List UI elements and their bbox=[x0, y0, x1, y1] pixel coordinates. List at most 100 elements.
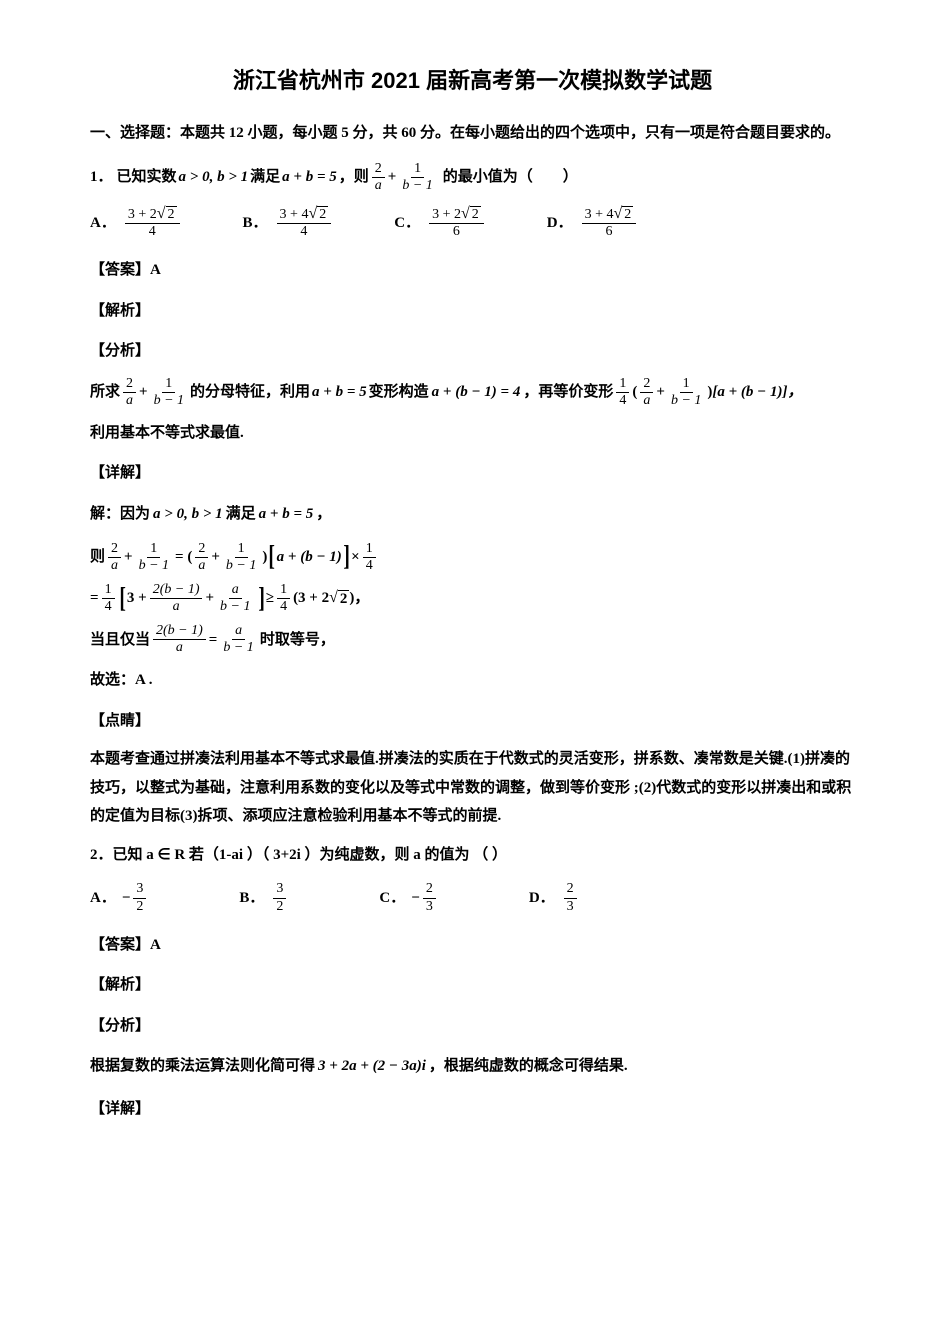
frac-den: 4 bbox=[277, 599, 290, 615]
frac-num: 2 bbox=[372, 161, 385, 178]
text: 的分母特征，利用 bbox=[190, 376, 310, 409]
detail-line3: = 1 4 [ 3 + 2(b − 1) a + a b − 1 ] ≥ 1 4… bbox=[90, 582, 855, 615]
frac-a-b1: a b − 1 bbox=[217, 582, 253, 615]
text: 变形构造 bbox=[369, 376, 429, 409]
frac-num: 1 bbox=[363, 541, 376, 558]
eq: = bbox=[90, 584, 99, 613]
q2-option-d: D． 2 3 bbox=[529, 881, 580, 914]
frac-num: a bbox=[232, 623, 245, 640]
frac-den: 6 bbox=[602, 224, 615, 240]
frac-den: 4 bbox=[363, 558, 376, 574]
frac-den: 3 bbox=[564, 899, 577, 915]
option-frac: 3 + 4√2 4 bbox=[277, 206, 332, 240]
exam-title: 浙江省杭州市 2021 届新高考第一次模拟数学试题 bbox=[90, 60, 855, 102]
frac-den: a bbox=[123, 393, 136, 409]
frac-num: 2 bbox=[423, 881, 436, 898]
answer-label-2: 【答案】A bbox=[90, 931, 855, 960]
frac-1b: 1 b − 1 bbox=[223, 541, 259, 574]
frac-den: b − 1 bbox=[220, 640, 256, 656]
question-2: 2．已知 a ∈ R 若（1-ai ）（ 3+2i ）为纯虚数，则 a 的值为 … bbox=[90, 841, 855, 870]
xiangjie-label: 【详解】 bbox=[90, 459, 855, 488]
q1-frac-2a: 2 a bbox=[372, 161, 385, 194]
frac-den: 6 bbox=[450, 224, 463, 240]
option-label: A． bbox=[90, 884, 116, 913]
frac-14: 1 4 bbox=[616, 376, 629, 409]
frac-num: 2 bbox=[564, 881, 577, 898]
question-1: 1． 已知实数 a > 0, b > 1 满足 a + b = 5 ，则 2 a… bbox=[90, 161, 855, 194]
analysis-2: 根据复数的乘法运算法则化简可得 3 + 2a + (2 − 3a)i ，根据纯虚… bbox=[90, 1050, 855, 1083]
frac-num: 1 bbox=[277, 582, 290, 599]
jiexi-label: 【解析】 bbox=[90, 297, 855, 326]
section-1-header: 一、选择题：本题共 12 小题，每小题 5 分，共 60 分。在每小题给出的四个… bbox=[90, 120, 855, 147]
option-label: A． bbox=[90, 209, 116, 238]
frac-1b: 1 b − 1 bbox=[668, 376, 704, 409]
frac-num: 2 bbox=[123, 376, 136, 393]
q1-condition: a > 0, b > 1 bbox=[179, 163, 249, 192]
q1-option-d: D． 3 + 4√2 6 bbox=[547, 206, 640, 240]
eq: = ( bbox=[175, 543, 192, 572]
frac-num: 2 bbox=[195, 541, 208, 558]
option-frac: 3 + 2√2 6 bbox=[429, 206, 484, 240]
option-frac: 3 2 bbox=[133, 881, 146, 914]
frac-den: b − 1 bbox=[668, 393, 704, 409]
frac-den: b − 1 bbox=[399, 178, 435, 194]
frac-2b1-a: 2(b − 1) a bbox=[150, 582, 203, 615]
option-label: B． bbox=[239, 884, 264, 913]
frac-num: 1 bbox=[162, 376, 175, 393]
eq-ab4: a + (b − 1) = 4 bbox=[432, 376, 521, 409]
frac-2a: 2 a bbox=[640, 376, 653, 409]
q1-option-b: B． 3 + 4√2 4 bbox=[243, 206, 335, 240]
q2-option-b: B． 3 2 bbox=[239, 881, 289, 914]
fenxi-label: 【分析】 bbox=[90, 337, 855, 366]
frac-den: a bbox=[108, 558, 121, 574]
frac-den: b − 1 bbox=[217, 599, 253, 615]
answer-label: 【答案】A bbox=[90, 256, 855, 285]
frac-num: 3 + 2√2 bbox=[429, 206, 484, 224]
xiangjie-label-2: 【详解】 bbox=[90, 1095, 855, 1124]
frac-1b: 1 b − 1 bbox=[151, 376, 187, 409]
frac-den: b − 1 bbox=[136, 558, 172, 574]
text: ，再等价变形 bbox=[523, 376, 613, 409]
q1-number: 1． bbox=[90, 163, 113, 192]
sign: − bbox=[411, 884, 420, 913]
q1-options: A． 3 + 2√2 4 B． 3 + 4√2 4 C． 3 + 2√2 6 D… bbox=[90, 206, 855, 240]
option-label: D． bbox=[529, 884, 555, 913]
rbracket-icon: ] bbox=[258, 585, 265, 613]
expr: 3 + 2a + (2 − 3a)i bbox=[318, 1050, 426, 1083]
text: ，根据纯虚数的概念可得结果. bbox=[429, 1050, 628, 1083]
frac-a-b1: a b − 1 bbox=[220, 623, 256, 656]
eq-ab5: a + b = 5 bbox=[312, 376, 367, 409]
frac-den: 4 bbox=[146, 224, 159, 240]
q1-eq1: a + b = 5 bbox=[282, 163, 337, 192]
frac-den: a bbox=[170, 599, 183, 615]
frac-den: a bbox=[195, 558, 208, 574]
frac-den: b − 1 bbox=[223, 558, 259, 574]
frac-num: 1 bbox=[147, 541, 160, 558]
q2-option-a: A． − 3 2 bbox=[90, 881, 149, 914]
text: 根据复数的乘法运算法则化简可得 bbox=[90, 1050, 315, 1083]
option-frac: 3 + 4√2 6 bbox=[582, 206, 637, 240]
plus: + bbox=[139, 376, 148, 409]
frac-num: 2 bbox=[108, 541, 121, 558]
frac-num: 1 bbox=[235, 541, 248, 558]
frac-num: a bbox=[229, 582, 242, 599]
option-frac: 3 + 2√2 4 bbox=[125, 206, 180, 240]
text: 满足 bbox=[226, 498, 256, 531]
option-frac: 3 2 bbox=[273, 881, 286, 914]
q2-options: A． − 3 2 B． 3 2 C． − 2 3 D． 2 3 bbox=[90, 881, 855, 914]
detail-line2: 则 2 a + 1 b − 1 = ( 2 a + 1 b − 1 ) [ a … bbox=[90, 541, 855, 574]
frac-2a: 2 a bbox=[108, 541, 121, 574]
frac-den: 4 bbox=[616, 393, 629, 409]
text: 当且仅当 bbox=[90, 626, 150, 655]
frac-num: 1 bbox=[680, 376, 693, 393]
text: 3 + bbox=[127, 584, 147, 613]
text: 时取等号， bbox=[260, 626, 335, 655]
jiexi-label-2: 【解析】 bbox=[90, 971, 855, 1000]
frac-num: 3 + 2√2 bbox=[125, 206, 180, 224]
eq: = bbox=[209, 626, 218, 655]
lbracket-icon: [ bbox=[269, 543, 276, 571]
frac-den: b − 1 bbox=[151, 393, 187, 409]
frac-1b: 1 b − 1 bbox=[136, 541, 172, 574]
frac-num: 2 bbox=[640, 376, 653, 393]
frac-num: 3 bbox=[133, 881, 146, 898]
